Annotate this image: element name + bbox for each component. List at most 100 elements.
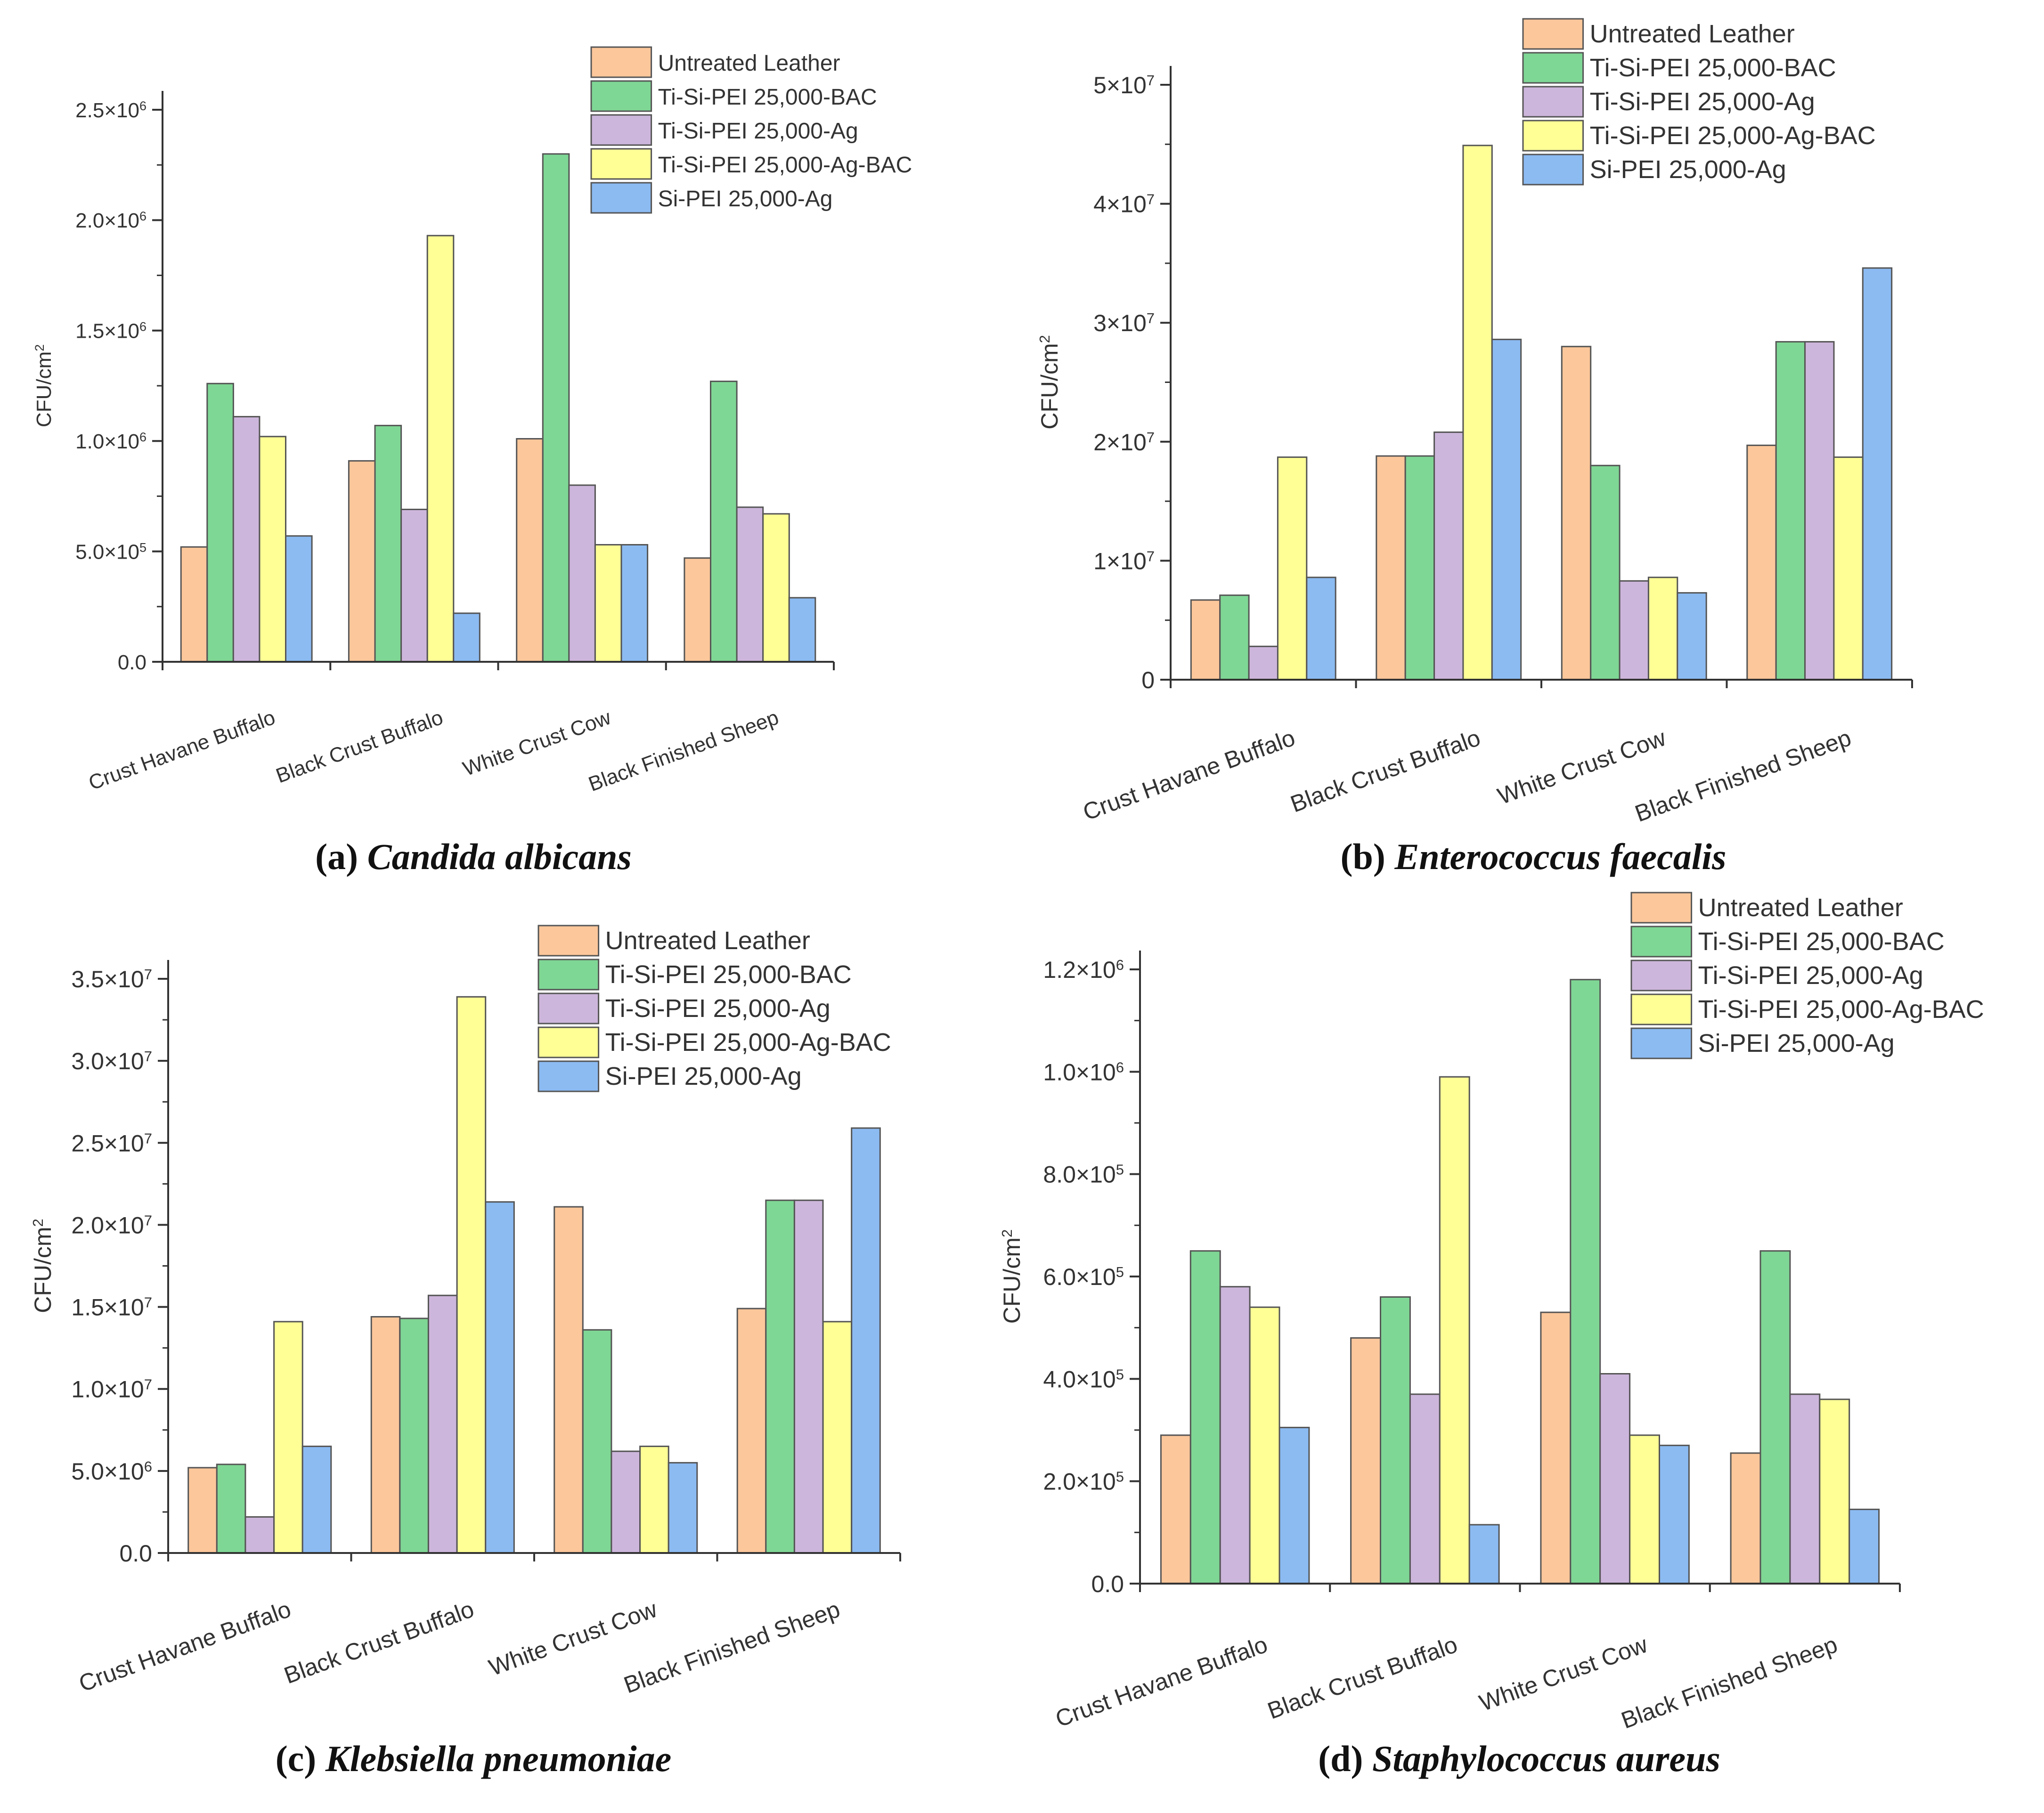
y-tick-label-1: 1×107 (1093, 548, 1155, 575)
chart-panel-c: 0.0 5.0×106 1.0×107 1.5×107 2.0×107 2.5×107 3.… (30, 925, 901, 1779)
bar-c-s0-c2 (554, 1206, 584, 1554)
x-category-label-0: Crust Havane Buffalo (75, 1596, 294, 1697)
y-tick-label-2: 1.0×106 (75, 430, 147, 453)
legend-swatch-0 (1630, 892, 1693, 924)
bar-c-s2-c0 (244, 1516, 275, 1554)
y-tick-label-3: 1.5×106 (75, 320, 147, 343)
bar-b-s3-c1 (1462, 145, 1493, 681)
y-tick-label-3: 3×107 (1093, 310, 1155, 337)
legend-swatch-1 (537, 959, 600, 991)
y-tick-label-3: 1.5×107 (71, 1294, 152, 1321)
legend-label-2: Ti-Si-PEI 25,000-Ag (658, 119, 858, 144)
bar-c-s3-c3 (822, 1321, 853, 1554)
legend-label-1: Ti-Si-PEI 25,000-BAC (1698, 927, 1945, 956)
bar-c-s2-c3 (793, 1199, 824, 1554)
bar-a-s1-c0 (206, 382, 234, 663)
y-tick-label-5: 1.0×106 (1043, 1059, 1124, 1086)
bar-a-s3-c2 (594, 544, 622, 663)
bar-d-s0-c3 (1730, 1452, 1761, 1585)
legend: Untreated Leather Ti-Si-PEI 25,000-BAC Ti-… (537, 925, 891, 1092)
legend-swatch-2 (1630, 959, 1693, 992)
bar-c-s1-c0 (216, 1463, 246, 1554)
legend-swatch-0 (537, 925, 600, 957)
legend-swatch-4 (537, 1060, 600, 1092)
bar-a-s1-c1 (374, 424, 402, 663)
bar-a-s0-c0 (180, 546, 208, 663)
y-axis-title: CFU/cm2 (1036, 335, 1063, 430)
legend-label-0: Untreated Leather (605, 927, 810, 955)
bar-c-s4-c1 (485, 1201, 515, 1554)
bar-c-s2-c1 (427, 1294, 458, 1554)
bar-d-s1-c0 (1189, 1250, 1221, 1585)
legend-label-1: Ti-Si-PEI 25,000-BAC (1590, 54, 1836, 82)
y-tick-label-2: 4.0×105 (1043, 1366, 1124, 1393)
bar-a-s0-c1 (348, 460, 376, 663)
bar-d-s3-c3 (1819, 1398, 1850, 1585)
legend-swatch-0 (590, 46, 652, 78)
y-tick-label-1: 5.0×106 (71, 1458, 152, 1485)
legend-swatch-1 (1630, 926, 1693, 958)
x-category-label-1: Black Crust Buffalo (1287, 724, 1484, 818)
bar-a-s4-c3 (788, 597, 816, 663)
legend-swatch-4 (1630, 1027, 1693, 1059)
y-tick-label-2: 2×107 (1093, 429, 1155, 455)
bar-d-s0-c0 (1160, 1434, 1191, 1585)
legend-label-3: Ti-Si-PEI 25,000-Ag-BAC (605, 1028, 891, 1057)
bar-d-s2-c2 (1599, 1373, 1631, 1585)
legend-swatch-2 (1522, 86, 1584, 118)
y-tick-label-4: 4×107 (1093, 191, 1155, 218)
bar-c-s4-c3 (851, 1127, 881, 1554)
y-tick-label-4: 2.0×106 (75, 209, 147, 232)
legend-swatch-3 (1522, 120, 1584, 152)
bar-c-s4-c2 (668, 1462, 698, 1554)
legend-label-2: Ti-Si-PEI 25,000-Ag (1698, 961, 1923, 990)
y-tick-label-3: 6.0×105 (1043, 1264, 1124, 1291)
legend-label-0: Untreated Leather (658, 51, 840, 76)
legend-swatch-2 (590, 114, 652, 146)
bar-b-s2-c0 (1248, 645, 1279, 681)
chart-caption: (b) Enterococcus faecalis (1341, 836, 1726, 877)
bar-a-s2-c0 (232, 416, 261, 663)
legend-label-4: Si-PEI 25,000-Ag (658, 187, 833, 211)
legend-swatch-4 (590, 182, 652, 214)
bar-b-s3-c2 (1647, 577, 1678, 681)
bar-c-s0-c3 (736, 1308, 767, 1554)
bar-c-s1-c2 (582, 1329, 612, 1554)
legend-label-2: Ti-Si-PEI 25,000-Ag (1590, 88, 1815, 116)
bar-d-s4-c0 (1279, 1427, 1310, 1585)
bar-d-s3-c2 (1629, 1434, 1661, 1585)
legend-swatch-1 (1522, 52, 1584, 84)
legend: Untreated Leather Ti-Si-PEI 25,000-BAC Ti-… (1630, 892, 1984, 1059)
bar-d-s1-c2 (1570, 979, 1601, 1585)
bar-c-s0-c0 (187, 1467, 218, 1554)
bar-a-s3-c1 (426, 235, 455, 663)
bar-b-s0-c3 (1746, 444, 1777, 681)
bar-d-s4-c1 (1468, 1524, 1500, 1585)
bar-c-s1-c1 (399, 1317, 429, 1554)
chart-panel-a: 0.0 5.0×105 1.0×106 1.5×106 2.0×106 2.5×106 Cr… (33, 46, 912, 877)
chart-panel-d: 0.0 2.0×105 4.0×105 6.0×105 8.0×105 1.0×106 1.… (999, 892, 1984, 1779)
bar-a-s3-c3 (762, 513, 790, 663)
chart-panel-b: 0 1×107 2×107 3×107 4×107 5×107 Crust Havane B… (1036, 18, 1913, 877)
bar-a-s3-c0 (259, 436, 287, 663)
bar-b-s1-c3 (1775, 341, 1806, 681)
y-axis-title: CFU/cm2 (33, 344, 56, 427)
legend-swatch-1 (590, 80, 652, 112)
bar-b-s0-c0 (1190, 599, 1221, 681)
x-category-label-1: Black Crust Buffalo (273, 706, 446, 788)
legend: Untreated Leather Ti-Si-PEI 25,000-BAC Ti-… (1522, 18, 1876, 186)
bar-d-s4-c2 (1659, 1445, 1690, 1585)
y-tick-label-0: 0.0 (118, 651, 147, 674)
x-category-label-2: White Crust Cow (1494, 724, 1669, 809)
legend-swatch-3 (537, 1026, 600, 1058)
y-tick-label-5: 2.5×106 (75, 99, 147, 122)
y-tick-label-6: 1.2×106 (1043, 957, 1124, 984)
bar-c-s4-c0 (301, 1446, 332, 1554)
chart-caption: (d) Staphylococcus aureus (1318, 1738, 1720, 1779)
y-tick-label-5: 2.5×107 (71, 1130, 152, 1157)
y-tick-label-0: 0 (1141, 667, 1155, 693)
legend-label-3: Ti-Si-PEI 25,000-Ag-BAC (658, 153, 912, 178)
bar-b-s2-c1 (1433, 431, 1464, 681)
x-category-label-0: Crust Havane Buffalo (86, 706, 278, 795)
